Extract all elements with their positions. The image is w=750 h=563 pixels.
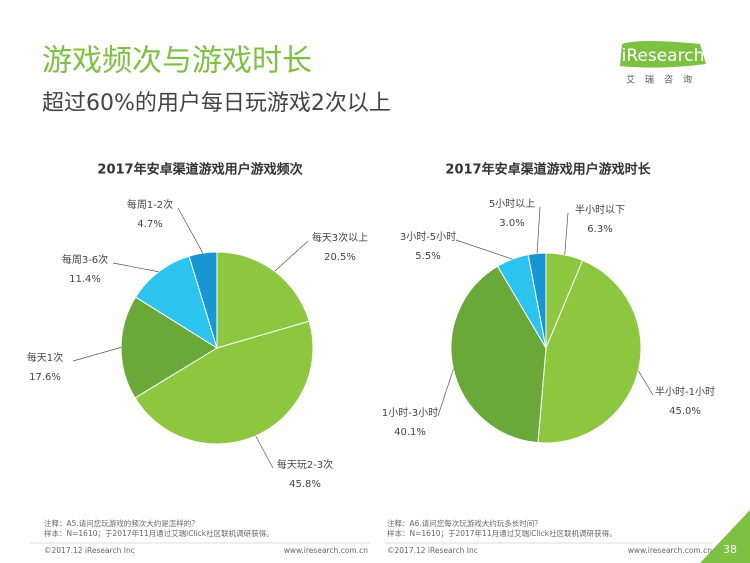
logo-brand: iResearch — [622, 46, 705, 66]
slice-label: 每天1次 — [27, 351, 63, 364]
leader-line — [255, 435, 274, 469]
sample: 样本：N=1610；于2017年11月通过艾瑞iClick社区联机调研获得。 — [387, 528, 617, 538]
pie-slice — [120, 296, 218, 399]
chart-title: 2017年安卓渠道游戏用户游戏时长 — [445, 162, 651, 178]
copyright: ©2017.12 iResearch Inc — [387, 546, 478, 555]
slice-value: 20.5% — [324, 252, 356, 263]
pie-slice — [537, 259, 642, 444]
slice-value: 17.6% — [29, 372, 61, 383]
leader-line — [437, 369, 454, 417]
slide-title: 游戏频次与游戏时长 — [42, 44, 312, 79]
slice-label: 半小时-1小时 — [655, 385, 715, 398]
logo-shape — [620, 41, 706, 68]
slice-label: 每天3次以上 — [312, 231, 368, 244]
slice-label: 5小时以上 — [489, 198, 535, 210]
slice-value: 11.4% — [69, 274, 101, 285]
slice-label: 每周1-2次 — [127, 198, 173, 211]
pie-slice — [216, 251, 310, 349]
page-number: 38 — [723, 543, 737, 556]
slice-value: 45.8% — [289, 479, 321, 490]
slice-label: 3小时-5小时 — [400, 231, 456, 243]
pie-slice — [134, 255, 218, 350]
slice-label: 每天玩2-3次 — [277, 458, 333, 471]
slice-value: 3.0% — [499, 218, 524, 229]
leader-line — [72, 347, 122, 362]
pie-slice — [134, 320, 314, 445]
corner-decoration — [700, 510, 750, 563]
slice-value: 5.5% — [415, 251, 440, 262]
website: www.iresearch.com.cn — [284, 546, 369, 555]
leader-line — [455, 239, 513, 260]
website: www.iresearch.com.cn — [628, 546, 713, 555]
leader-line — [177, 207, 204, 254]
slice-value: 45.0% — [669, 406, 701, 417]
slice-value: 4.7% — [137, 219, 162, 230]
slide-subtitle: 超过60%的用户每日玩游戏2次以上 — [42, 91, 391, 116]
chart-title: 2017年安卓渠道游戏用户游戏频次 — [97, 162, 302, 178]
slice-value: 6.3% — [587, 224, 612, 235]
note: 注释：A5.请问您玩游戏的频次大约是怎样的？ — [44, 518, 199, 528]
logo-tagline: 艾瑞咨询 — [626, 74, 702, 86]
leader-line — [637, 370, 654, 396]
leader-line — [536, 206, 541, 254]
sample: 样本：N=1610；于2017年11月通过艾瑞iClick社区联机调研获得。 — [44, 528, 274, 538]
slice-label: 1小时-3小时 — [382, 407, 438, 419]
pie-slice — [188, 251, 218, 349]
slice-label: 每周3-6次 — [62, 253, 108, 266]
leader-line — [112, 262, 159, 273]
leader-line — [564, 212, 569, 255]
copyright: ©2017.12 iResearch Inc — [44, 546, 135, 555]
note: 注释：A6.请问您每次玩游戏大约玩多长时间？ — [387, 518, 542, 528]
leader-line — [274, 240, 309, 272]
slice-label: 半小时以下 — [575, 203, 625, 216]
slice-value: 40.1% — [394, 427, 426, 438]
